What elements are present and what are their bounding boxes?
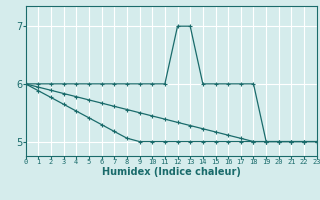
X-axis label: Humidex (Indice chaleur): Humidex (Indice chaleur) (102, 167, 241, 177)
